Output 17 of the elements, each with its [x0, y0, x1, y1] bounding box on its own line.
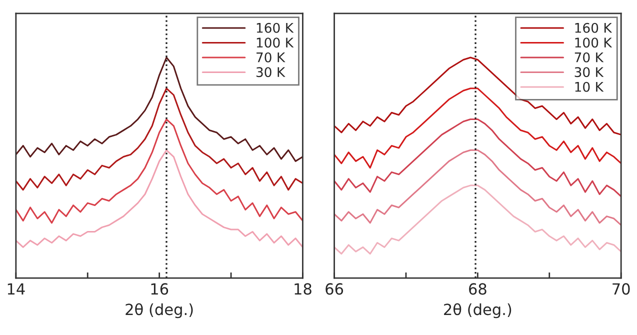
legend-label: 70 K — [256, 52, 286, 62]
x-axis-title: 2θ (deg.) — [444, 303, 512, 318]
legend-label: 10 K — [575, 82, 604, 92]
legend-label: 30 K — [256, 67, 286, 78]
x-tick-label: 70 — [612, 283, 630, 295]
legend-label: 30 K — [574, 67, 604, 78]
x-axis-title: 2θ (deg.) — [126, 303, 193, 318]
x-tick-label: 18 — [294, 283, 312, 295]
legend-label: 100 K — [575, 38, 612, 48]
x-tick-label: 66 — [326, 283, 344, 295]
legend-label: 160 K — [575, 22, 612, 33]
legend-label: 70 K — [574, 52, 604, 62]
x-tick-label: 68 — [469, 283, 486, 295]
x-tick-label: 14 — [8, 283, 25, 295]
legend-label: 100 K — [256, 38, 294, 48]
x-tick-label: 16 — [151, 283, 168, 295]
legend-label: 160 K — [256, 22, 294, 33]
